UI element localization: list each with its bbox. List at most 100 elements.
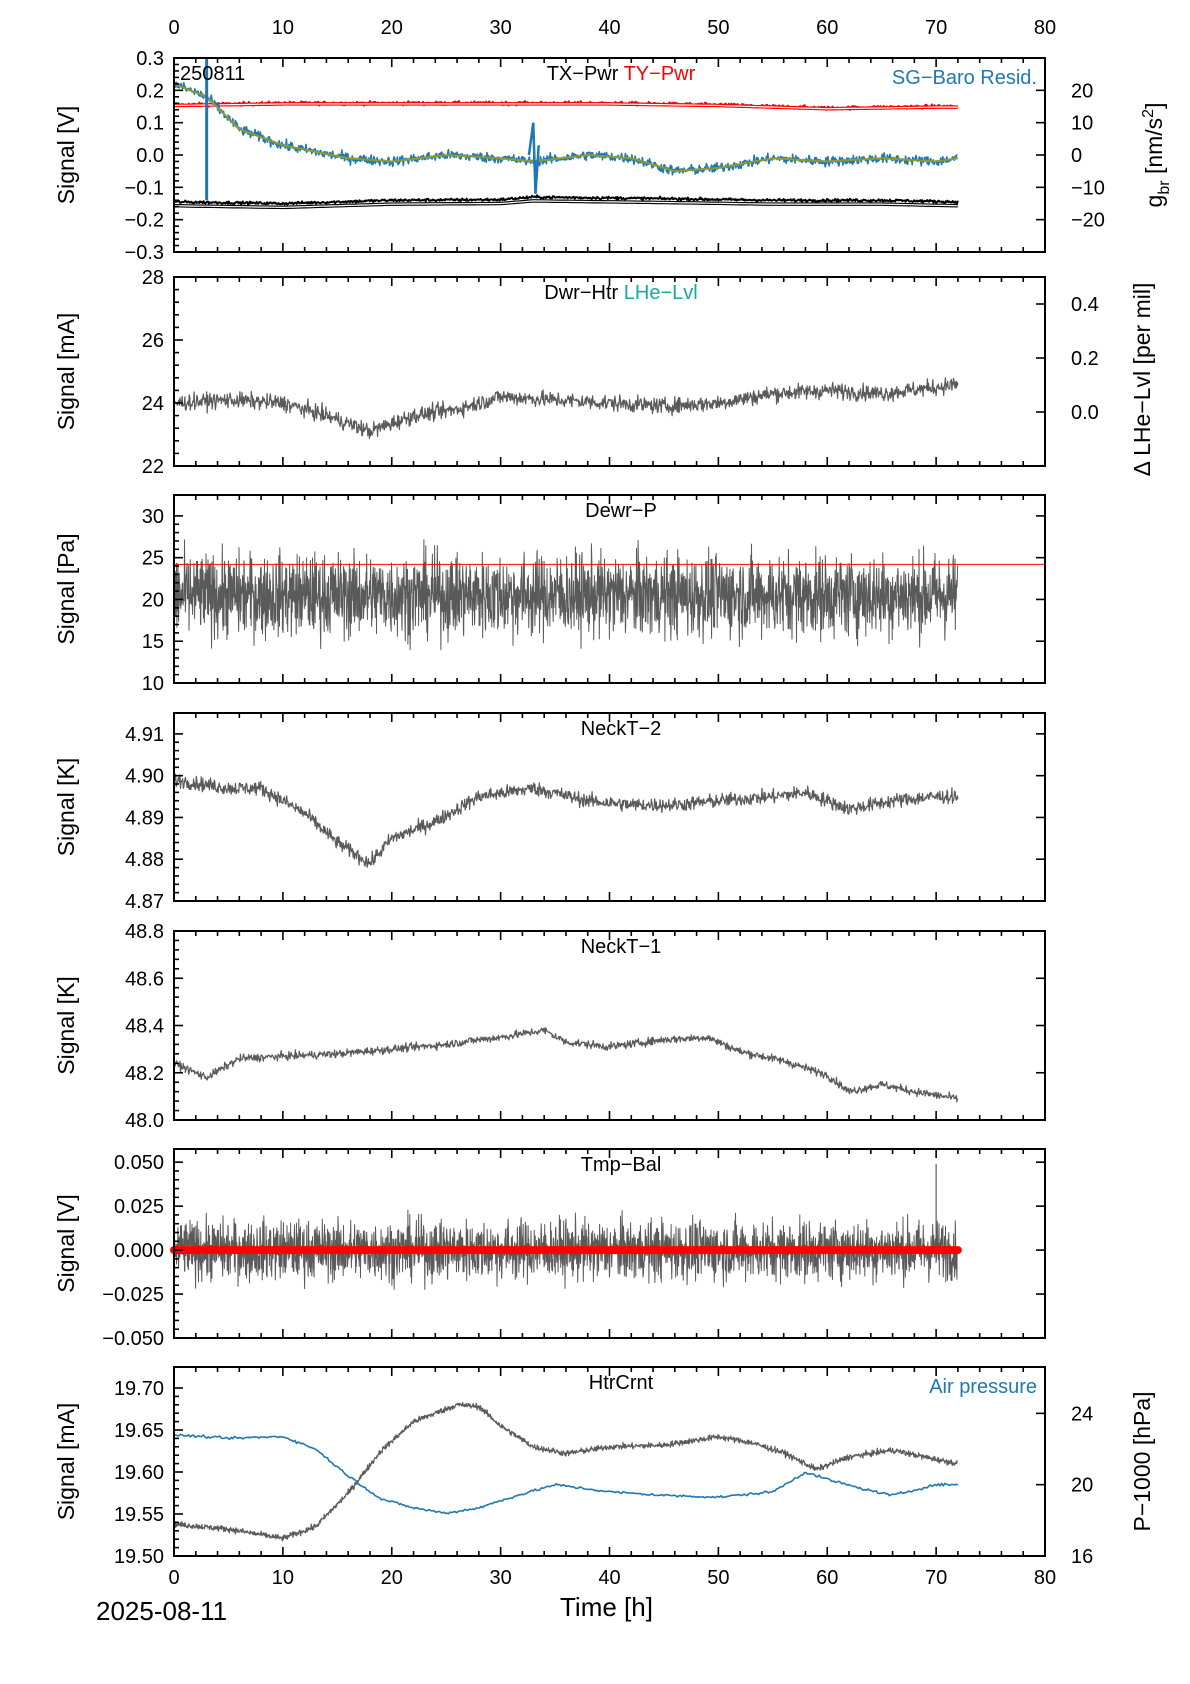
plot-frame xyxy=(173,276,1046,467)
y-tick-label: 0.0 xyxy=(136,145,164,167)
x-tick-label-bottom: 70 xyxy=(925,1567,947,1589)
panel-1: 0 10 20 30 40 50 60 70 80 0.3 0.2 0.1 0.0 −0.1 −0.2 −0.… xyxy=(53,17,1173,264)
y-axis-title: Signal [K] xyxy=(53,758,79,856)
series-dwr-htr xyxy=(173,377,959,440)
x-tick-label-top: 20 xyxy=(381,17,403,39)
y2-tick-label: 16 xyxy=(1071,1546,1093,1568)
y2-tick-label: 0.4 xyxy=(1071,294,1099,316)
series-htrcrnt xyxy=(173,1401,958,1542)
x-tick-label-top: 70 xyxy=(925,17,947,39)
y-tick-label: 19.60 xyxy=(114,1462,164,1484)
y-axis-title: Signal [K] xyxy=(53,976,79,1074)
y2-axis-title: Δ LHe−Lvl [per mil] xyxy=(1129,283,1155,477)
date-label: 2025-08-11 xyxy=(96,1596,228,1626)
y-tick-label: 10 xyxy=(142,673,164,695)
y2-tick-label: 0.2 xyxy=(1071,348,1099,370)
y-tick-label: −0.3 xyxy=(125,242,164,264)
y-tick-label: 48.4 xyxy=(125,1016,164,1038)
series-dewr-p xyxy=(173,539,959,651)
y2-tick-label: 0.0 xyxy=(1071,402,1099,424)
y2-tick-label: 10 xyxy=(1071,113,1093,135)
y-tick-label: 22 xyxy=(142,456,164,478)
y-tick-label: 48.0 xyxy=(125,1110,164,1132)
panel-title: NeckT−1 xyxy=(581,936,662,958)
x-tick-label-bottom: 40 xyxy=(598,1567,620,1589)
panel-title: TX−Pwr TY−Pwr xyxy=(547,63,696,85)
y-tick-label: 0.000 xyxy=(114,1240,164,1262)
y-tick-label: 20 xyxy=(142,589,164,611)
plot-frame xyxy=(173,494,1046,684)
series-ty-pwr-core xyxy=(173,103,958,110)
y-axis-title: Signal [V] xyxy=(53,1194,79,1292)
spike-line xyxy=(527,122,540,194)
series-neckt-2 xyxy=(173,773,959,868)
panel-6: 0.050 0.025 0.000 −0.025 −0.050 Signal [V] Tmp… xyxy=(53,1148,1046,1350)
x-tick-label-top: 80 xyxy=(1034,17,1056,39)
panel-3: 30 25 20 15 10 Signal [Pa] Dewr−P xyxy=(53,494,1046,695)
legend-dwr-htr: Dwr−Htr xyxy=(544,282,623,304)
y-tick-label: 25 xyxy=(142,548,164,570)
series-sg-baro-smooth xyxy=(173,82,959,173)
plot-frame xyxy=(173,1366,1046,1557)
panel-title: Dwr−Htr LHe−Lvl xyxy=(544,282,697,304)
y-tick-label: 48.8 xyxy=(125,921,164,943)
x-tick-label-top: 40 xyxy=(598,17,620,39)
x-tick-label-top: 60 xyxy=(816,17,838,39)
x-tick-label-bottom: 20 xyxy=(381,1567,403,1589)
y2-tick-label: −10 xyxy=(1071,177,1105,199)
y-tick-label: 0.3 xyxy=(136,48,164,70)
plot-frame xyxy=(173,930,1046,1121)
legend-tx-pwr: TX−Pwr xyxy=(547,63,624,85)
y2-tick-label: −20 xyxy=(1071,210,1105,232)
y-tick-label: −0.025 xyxy=(102,1284,164,1306)
x-tick-label-bottom: 60 xyxy=(816,1567,838,1589)
y2-tick-label: 0 xyxy=(1071,145,1082,167)
panel-title: Dewr−P xyxy=(585,500,657,522)
y-tick-label: 19.70 xyxy=(114,1378,164,1400)
x-tick-label-bottom: 10 xyxy=(272,1567,294,1589)
x-tick-label-bottom: 50 xyxy=(707,1567,729,1589)
plot-frame xyxy=(173,712,1046,902)
legend-air-pressure: Air pressure xyxy=(929,1376,1037,1398)
series-tmp-bal xyxy=(173,1209,959,1290)
panel-title: HtrCrnt xyxy=(589,1372,654,1394)
panel-title: NeckT−2 xyxy=(581,718,662,740)
plot-frame xyxy=(173,1148,1046,1339)
x-tick-label-top: 10 xyxy=(272,17,294,39)
y-tick-label: 0.050 xyxy=(114,1152,164,1174)
panel-2: 28 26 24 22 0.4 0.2 0.0 Signal [mA] Dwr−Htr LHe−… xyxy=(53,267,1155,478)
x-tick-label-bottom: 0 xyxy=(168,1567,179,1589)
series-tx-pwr xyxy=(173,194,959,206)
series-air-pressure xyxy=(173,1433,959,1515)
station-id-label: 250811 xyxy=(180,63,245,85)
series-tx-pwr-core xyxy=(174,200,958,208)
y-tick-label: 4.91 xyxy=(125,724,164,746)
y-tick-label: 15 xyxy=(142,631,164,653)
y-tick-label: 19.55 xyxy=(114,1504,164,1526)
x-tick-label-bottom: 80 xyxy=(1034,1567,1056,1589)
x-tick-label-top: 50 xyxy=(707,17,729,39)
y-axis-title: Signal [V] xyxy=(53,106,79,204)
panel-5: 48.8 48.6 48.4 48.2 48.0 Signal [K] NeckT−1 xyxy=(53,921,1046,1132)
y-tick-label: 0.2 xyxy=(136,80,164,102)
y-tick-label: 19.65 xyxy=(114,1420,164,1442)
y-tick-label: 48.2 xyxy=(125,1063,164,1085)
y-axis-title: Signal [Pa] xyxy=(53,533,79,644)
legend-sg-baro: SG−Baro Resid. xyxy=(892,67,1037,89)
panel-7: 19.70 19.65 19.60 19.55 19.50 24 20 16 Signal [m… xyxy=(53,1366,1155,1589)
x-tick-label-bottom: 30 xyxy=(490,1567,512,1589)
y-axis-title: Signal [mA] xyxy=(53,313,79,431)
y-axis-title: Signal [mA] xyxy=(53,1403,79,1521)
legend-lhe-lvl: LHe−Lvl xyxy=(624,282,698,304)
y2-tick-label: 20 xyxy=(1071,80,1093,102)
plot-frame xyxy=(173,57,1046,253)
y2-axis-title: gbr [nm/s2] xyxy=(1140,103,1173,208)
x-tick-label-top: 30 xyxy=(490,17,512,39)
y-tick-label: 0.025 xyxy=(114,1196,164,1218)
y-tick-label: 30 xyxy=(142,506,164,528)
y-tick-label: 48.6 xyxy=(125,968,164,990)
y-tick-label: 0.1 xyxy=(136,113,164,135)
series-neckt-1 xyxy=(173,1027,959,1103)
y-tick-label: 26 xyxy=(142,330,164,352)
